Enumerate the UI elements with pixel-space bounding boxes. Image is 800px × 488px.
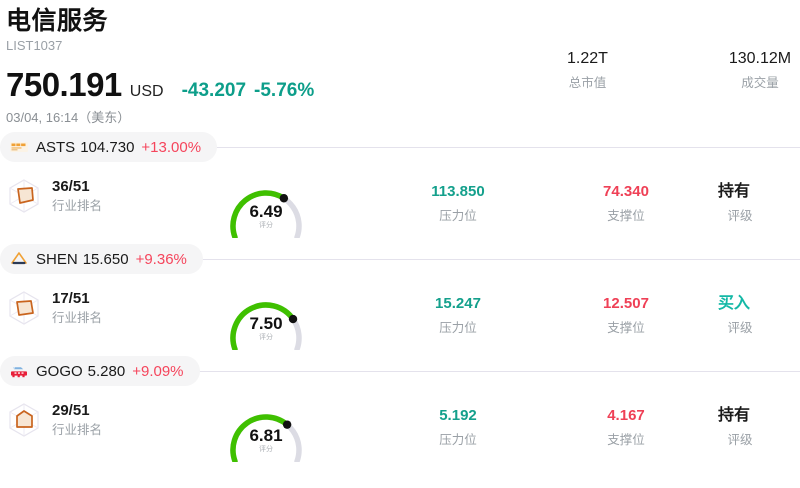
score-label: 评分 (259, 446, 273, 453)
score-value: 7.50 (249, 314, 283, 333)
shen-logo-icon (9, 249, 29, 269)
score-gauge: 6.49 评分 (218, 178, 314, 238)
asts-logo-icon (9, 137, 29, 157)
stat-volume: 130.12M 成交量 (680, 48, 800, 93)
ticker-price: 5.280 (87, 362, 126, 380)
table-row[interactable]: 17/51 行业排名 7.50 评分 15.247 压力位 12.507 支撑位 买入评级 (0, 276, 800, 354)
support-label: 支撑位 (607, 433, 645, 447)
score-gauge: 7.50 评分 (218, 290, 314, 350)
resistance-label: 压力位 (439, 209, 477, 223)
rating-cell: 买入评级 (718, 294, 800, 337)
industry-rank-label: 行业排名 (52, 423, 103, 438)
rating-value: 买入 (718, 295, 751, 312)
industry-rank-cell: 36/51 行业排名 (6, 178, 102, 214)
price-change: -43.207 (181, 80, 247, 101)
ticker-change-percent: +9.36% (135, 250, 187, 268)
header-divider-line (0, 147, 800, 148)
industry-rank-value: 29/51 (52, 402, 90, 420)
quote-timestamp: 03/04, 16:14（美东） (6, 110, 131, 125)
score-value: 6.81 (249, 426, 283, 445)
ticker-header[interactable]: ASTS 104.730 +13.00% (0, 130, 800, 164)
rating-value: 持有 (718, 183, 751, 200)
radar-chart-icon (6, 290, 42, 326)
score-gauge-cell: 6.49 评分 (218, 178, 314, 238)
radar-chart-icon (6, 402, 42, 438)
ticker-change-percent: +9.09% (132, 362, 184, 380)
ticker-change-percent: +13.00% (141, 138, 202, 156)
rating-label: 评级 (727, 209, 753, 223)
resistance-cell: 15.247 压力位 (385, 294, 531, 337)
ticker-header[interactable]: GOGO 5.280 +9.09% (0, 354, 800, 388)
ticker-section-gogo: GOGO 5.280 +9.09% 29/51 行业排名 6.81 评分 5.192 压力位 4.… (0, 354, 800, 466)
industry-rank-label: 行业排名 (52, 311, 103, 326)
industry-rank-cell: 17/51 行业排名 (6, 290, 102, 326)
score-gauge-cell: 7.50 评分 (218, 290, 314, 350)
ticker-price: 15.650 (82, 250, 129, 268)
gogo-logo-icon (9, 361, 29, 381)
score-gauge-cell: 6.81 评分 (218, 402, 314, 462)
rating-cell: 持有评级 (718, 406, 800, 449)
market-cap-value: 1.22T (567, 50, 608, 67)
volume-value: 130.12M (728, 50, 792, 67)
price-change-percent: -5.76% (254, 80, 315, 101)
ticker-price: 104.730 (80, 138, 135, 156)
resistance-label: 压力位 (439, 433, 477, 447)
support-value: 74.340 (603, 183, 649, 200)
score-value: 6.49 (249, 202, 283, 221)
index-price: 750.191 (6, 66, 122, 103)
ticker-symbol-price: ASTS (36, 138, 76, 156)
index-header: 电信服务 LIST1037 750.191 USD -43.207 -5.76%… (0, 0, 800, 130)
ticker-header[interactable]: SHEN 15.650 +9.36% (0, 242, 800, 276)
currency-label: USD (129, 83, 164, 100)
resistance-cell: 5.192 压力位 (385, 406, 531, 449)
resistance-value: 5.192 (439, 407, 477, 424)
ticker-symbol-price: SHEN (36, 250, 78, 268)
rating-label: 评级 (727, 321, 753, 335)
table-row[interactable]: 36/51 行业排名 6.49 评分 113.850 压力位 74.340 支撑位 持有评级 (0, 164, 800, 242)
ticker-section-asts: ASTS 104.730 +13.00% 36/51 行业排名 6.49 评分 113.850… (0, 130, 800, 242)
score-label: 评分 (259, 334, 273, 341)
support-label: 支撑位 (607, 209, 645, 223)
ticker-pill[interactable]: SHEN 15.650 +9.36% (0, 244, 203, 274)
support-value: 12.507 (603, 295, 649, 312)
page-title: 电信服务 (6, 7, 109, 35)
rating-label: 评级 (727, 433, 753, 447)
support-label: 支撑位 (607, 321, 645, 335)
industry-rank-label: 行业排名 (52, 199, 103, 214)
price-summary: 750.191 USD -43.207 -5.76% (6, 67, 800, 103)
resistance-value: 15.247 (435, 295, 481, 312)
index-code: LIST1037 (6, 38, 63, 53)
support-cell: 12.507 支撑位 (553, 294, 699, 337)
support-cell: 74.340 支撑位 (553, 182, 699, 225)
header-divider-line (0, 371, 800, 372)
stat-market-cap: 1.22T 总市值 (510, 48, 665, 93)
ticker-pill[interactable]: ASTS 104.730 +13.00% (0, 132, 218, 162)
radar-chart-icon (6, 178, 42, 214)
ticker-pill[interactable]: GOGO 5.280 +9.09% (0, 356, 200, 386)
industry-rank-cell: 29/51 行业排名 (6, 402, 102, 438)
industry-rank-value: 36/51 (52, 178, 90, 196)
score-label: 评分 (259, 222, 273, 229)
ticker-symbol-price: GOGO (36, 362, 83, 380)
resistance-cell: 113.850 压力位 (385, 182, 531, 225)
ticker-section-shen: SHEN 15.650 +9.36% 17/51 行业排名 7.50 评分 15.247 压力位… (0, 242, 800, 354)
ticker-list: ASTS 104.730 +13.00% 36/51 行业排名 6.49 评分 113.850… (0, 130, 800, 466)
header-divider-line (0, 259, 800, 260)
market-cap-label: 总市值 (568, 76, 607, 90)
support-value: 4.167 (607, 407, 645, 424)
volume-label: 成交量 (741, 76, 779, 90)
score-gauge: 6.81 评分 (218, 402, 314, 462)
rating-value: 持有 (718, 407, 751, 424)
table-row[interactable]: 29/51 行业排名 6.81 评分 5.192 压力位 4.167 支撑位 持有评级 (0, 388, 800, 466)
resistance-value: 113.850 (431, 183, 485, 200)
resistance-label: 压力位 (439, 321, 477, 335)
rating-cell: 持有评级 (718, 182, 800, 225)
support-cell: 4.167 支撑位 (553, 406, 699, 449)
industry-rank-value: 17/51 (52, 290, 90, 308)
